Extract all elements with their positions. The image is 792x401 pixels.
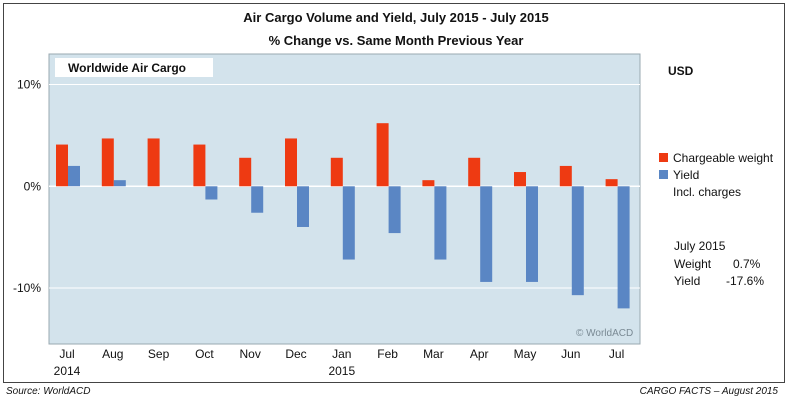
weight-bar (56, 144, 68, 187)
x-tick-label: Jun (561, 347, 580, 361)
yield-bar (526, 186, 538, 282)
summary-weight-label: Weight (674, 257, 712, 271)
yield-bar (113, 180, 126, 187)
yield-bar (480, 186, 493, 282)
yield-bar (251, 186, 264, 213)
weight-bar (101, 138, 114, 187)
weight-bar (193, 144, 206, 187)
source-note: Source: WorldACD (6, 386, 91, 397)
yield-bar (388, 186, 401, 234)
weight-bar (559, 165, 572, 187)
x-tick-label: Sep (148, 347, 170, 361)
x-tick-label: Oct (195, 347, 214, 361)
chart-title: Air Cargo Volume and Yield, July 2015 - … (243, 10, 549, 25)
legend-label-yield: Yield (673, 168, 700, 182)
x-tick-label: Mar (423, 347, 444, 361)
legend-note: Incl. charges (673, 185, 742, 199)
x-tick-label: Feb (377, 347, 398, 361)
yield-bar (434, 186, 447, 260)
weight-bar (514, 172, 526, 187)
x-year-label: 2015 (328, 364, 355, 378)
x-tick-label: Apr (470, 347, 489, 361)
weight-bar (376, 123, 389, 187)
summary-header: July 2015 (674, 239, 726, 253)
x-tick-label: Jan (332, 347, 351, 361)
x-tick-label: Aug (102, 347, 123, 361)
weight-bar (147, 138, 160, 187)
yield-bar (205, 186, 218, 200)
yield-bar (342, 186, 355, 260)
currency-label: USD (668, 64, 694, 78)
credit-note: CARGO FACTS – August 2015 (639, 386, 778, 397)
yield-bar (68, 165, 80, 187)
y-axis-ticks: 10% 0% -10% (13, 78, 41, 296)
y-tick-label: -10% (13, 281, 41, 295)
y-tick-label: 0% (24, 179, 42, 193)
x-axis-ticks: Jul 2014 Aug Sep Oct Nov Dec Jan 2015 Feb Mar Apr Ma… (54, 347, 625, 378)
x-tick-label: Jul (609, 347, 624, 361)
x-tick-label: Dec (285, 347, 306, 361)
watermark: © WorldACD (576, 328, 633, 339)
weight-bar (285, 138, 297, 187)
chart-subtitle: % Change vs. Same Month Previous Year (268, 33, 524, 48)
x-tick-label: May (514, 347, 537, 361)
weight-bar (239, 157, 252, 187)
summary-weight-value: 0.7% (733, 257, 761, 271)
weight-bar (468, 157, 481, 187)
legend-swatch-yield (659, 170, 668, 179)
plot-label-box (55, 58, 213, 77)
summary-yield-value: -17.6% (726, 274, 765, 288)
summary-yield-label: Yield (674, 274, 701, 288)
yield-bar (571, 186, 584, 296)
legend-label-weight: Chargeable weight (673, 151, 774, 165)
weight-bar (422, 180, 435, 187)
legend-swatch-weight (659, 153, 668, 162)
plot-label: Worldwide Air Cargo (68, 61, 186, 75)
x-tick-label: Nov (240, 347, 261, 361)
weight-bar (605, 179, 618, 187)
x-year-label: 2014 (54, 364, 81, 378)
weight-bar (330, 157, 343, 187)
yield-bar (617, 186, 630, 309)
bars (56, 123, 630, 309)
yield-bar (297, 186, 309, 227)
y-tick-label: 10% (17, 78, 41, 92)
x-tick-label: Jul (59, 347, 74, 361)
